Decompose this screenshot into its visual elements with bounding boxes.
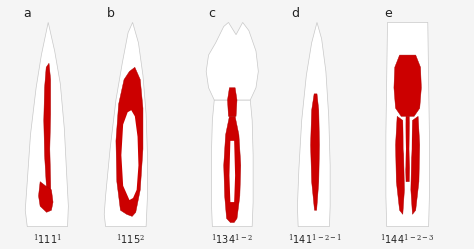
Polygon shape	[229, 141, 235, 202]
Text: b: b	[107, 7, 115, 20]
Polygon shape	[394, 55, 421, 116]
Text: $^{1}$115$^{2}$: $^{1}$115$^{2}$	[116, 232, 145, 247]
Text: c: c	[209, 7, 216, 20]
Text: d: d	[292, 7, 300, 20]
Polygon shape	[25, 22, 68, 227]
Polygon shape	[403, 121, 406, 169]
Text: $^{1}$134$^{1-2}$: $^{1}$134$^{1-2}$	[211, 232, 253, 247]
Polygon shape	[224, 116, 241, 223]
Text: $^{1}$111$^{1}$: $^{1}$111$^{1}$	[33, 232, 62, 247]
Text: a: a	[24, 7, 31, 20]
Polygon shape	[395, 116, 404, 214]
Polygon shape	[44, 63, 51, 206]
Polygon shape	[409, 121, 411, 169]
Polygon shape	[211, 100, 253, 227]
Polygon shape	[38, 182, 53, 212]
Polygon shape	[310, 94, 319, 210]
Polygon shape	[405, 116, 410, 182]
Polygon shape	[121, 110, 138, 200]
Polygon shape	[411, 116, 419, 214]
Polygon shape	[116, 67, 143, 216]
Text: $^{1}$144$^{1-2-3}$: $^{1}$144$^{1-2-3}$	[380, 232, 435, 247]
Polygon shape	[228, 88, 237, 116]
Polygon shape	[298, 22, 330, 227]
Polygon shape	[206, 22, 258, 100]
Polygon shape	[104, 22, 147, 227]
Text: e: e	[384, 7, 392, 20]
Text: $^{1}$141$^{1-2-1}$: $^{1}$141$^{1-2-1}$	[288, 232, 342, 247]
Polygon shape	[386, 22, 429, 227]
